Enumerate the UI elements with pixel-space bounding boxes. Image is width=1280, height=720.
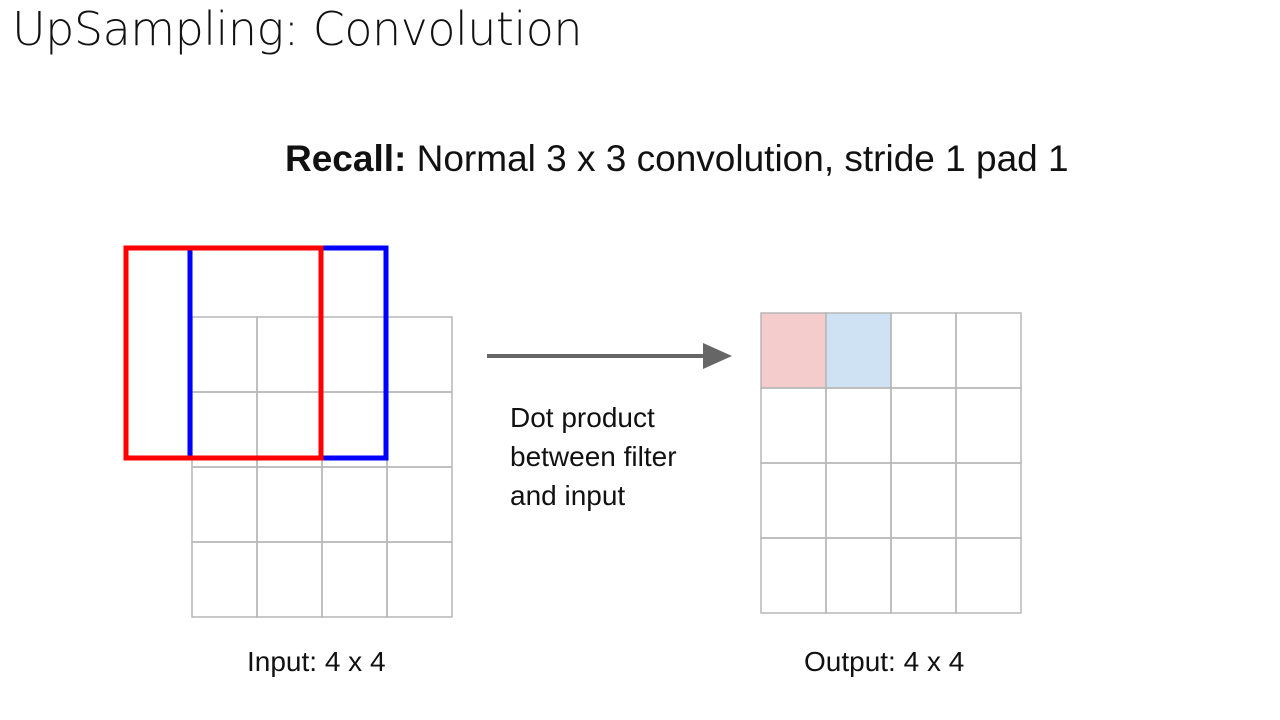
input-cell <box>386 466 453 543</box>
output-cell-highlighted <box>825 312 892 389</box>
output-cell <box>890 387 957 464</box>
output-cell <box>955 462 1022 539</box>
arrow-label-line-3: and input <box>510 480 626 511</box>
arrow-icon <box>487 343 732 369</box>
input-cell <box>256 316 323 393</box>
output-cell <box>890 312 957 389</box>
input-cell <box>256 466 323 543</box>
input-cell <box>386 391 453 468</box>
output-cell <box>760 462 827 539</box>
input-caption: Input: 4 x 4 <box>247 646 386 677</box>
input-cell <box>321 316 388 393</box>
input-cell <box>386 316 453 393</box>
output-cell <box>955 312 1022 389</box>
output-cell <box>955 537 1022 614</box>
output-cell <box>890 537 957 614</box>
input-cell <box>321 541 388 618</box>
input-cell <box>386 541 453 618</box>
blue-filter <box>187 245 389 461</box>
slide-title: UpSampling: Convolution <box>12 2 583 56</box>
output-cell <box>825 537 892 614</box>
filter-outlines <box>123 245 389 461</box>
arrow-head <box>703 343 732 369</box>
output-caption: Output: 4 x 4 <box>804 646 965 677</box>
subtitle-text: Normal 3 x 3 convolution, stride 1 pad 1 <box>406 138 1069 179</box>
input-cell <box>256 541 323 618</box>
subtitle-recall: Recall: <box>285 138 407 179</box>
subtitle: Recall: Normal 3 x 3 convolution, stride… <box>285 138 1069 180</box>
output-cell <box>760 387 827 464</box>
output-cell <box>825 462 892 539</box>
arrow-label: Dot product between filter and input <box>510 398 677 515</box>
arrow-label-line-2: between filter <box>510 441 677 472</box>
output-cell-highlighted <box>760 312 827 389</box>
output-cell <box>955 387 1022 464</box>
arrow-label-line-1: Dot product <box>510 402 655 433</box>
output-cell <box>890 462 957 539</box>
input-cell <box>191 541 258 618</box>
output-cell <box>760 537 827 614</box>
input-cell <box>321 466 388 543</box>
output-grid <box>760 312 1022 614</box>
red-filter <box>123 245 324 461</box>
output-cell <box>825 387 892 464</box>
input-cell <box>191 316 258 393</box>
input-cell <box>191 466 258 543</box>
